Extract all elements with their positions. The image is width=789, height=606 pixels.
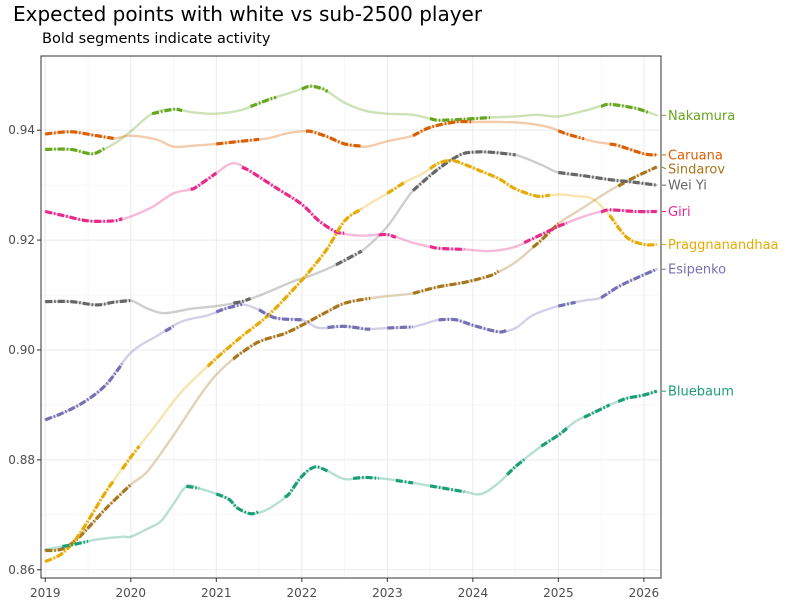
active-segment-giri <box>523 221 568 245</box>
active-segment-praggnanandhaa <box>608 214 657 247</box>
active-segment-nakamura <box>151 107 183 116</box>
series-line-giri <box>44 161 658 253</box>
active-segment-praggnanandhaa <box>429 158 551 199</box>
active-segment-praggnanandhaa <box>386 181 406 195</box>
series-label-caruana: Caruana <box>668 148 723 163</box>
y-tick-label: 0.92 <box>8 233 35 247</box>
active-segment-giri <box>600 208 657 214</box>
active-segment-bluebaum <box>395 478 414 485</box>
active-segment-praggnanandhaa <box>44 479 115 563</box>
active-segment-bluebaum <box>62 539 89 549</box>
active-segment-esipenko <box>44 362 124 422</box>
active-segment-caruana <box>216 137 260 146</box>
active-segment-caruana <box>609 142 657 157</box>
x-tick-label: 2024 <box>458 586 489 600</box>
active-segment-wei-yi <box>233 296 252 305</box>
series-label-bluebaum: Bluebaum <box>668 385 734 400</box>
plot-border <box>40 55 662 579</box>
series-line-wei-yi <box>44 150 658 315</box>
series-line-bluebaum <box>44 389 658 551</box>
x-tick-label: 2020 <box>116 586 147 600</box>
active-segment-esipenko <box>600 267 658 300</box>
active-segment-wei-yi <box>335 249 363 267</box>
series-label-praggnanandhaa: Praggnanandhaa <box>668 238 779 253</box>
active-segment-giri <box>429 244 465 252</box>
active-segment-giri <box>378 232 397 239</box>
active-segment-esipenko <box>215 302 243 314</box>
active-segment-bluebaum <box>186 484 200 491</box>
active-segment-nakamura <box>429 115 491 122</box>
active-segment-bluebaum <box>215 492 260 516</box>
x-tick-label: 2025 <box>543 586 574 600</box>
y-tick-label: 0.88 <box>8 453 35 467</box>
series-label-nakamura: Nakamura <box>668 109 735 124</box>
active-segment-bluebaum <box>540 427 568 448</box>
active-segment-caruana <box>412 119 473 138</box>
active-segment-esipenko <box>327 324 371 331</box>
series-lines <box>44 84 658 563</box>
series-label-giri: Giri <box>668 205 691 220</box>
y-tick-label: 0.90 <box>8 343 35 357</box>
y-tick-label: 0.94 <box>8 123 35 137</box>
series-line-praggnanandhaa <box>44 159 658 563</box>
active-segment-esipenko <box>558 300 576 308</box>
active-segment-esipenko <box>164 324 175 333</box>
active-segment-nakamura <box>249 95 277 109</box>
active-segment-bluebaum <box>505 458 526 476</box>
active-segment-bluebaum <box>583 403 611 419</box>
active-segment-nakamura <box>301 84 329 94</box>
active-segment-caruana <box>305 129 362 148</box>
active-segment-giri <box>44 209 123 223</box>
x-tick-label: 2019 <box>30 586 61 600</box>
chart-subtitle: Bold segments indicate activity <box>42 31 271 47</box>
axis-ticks: 2019 2020 2021 2022 2023 2024 2025 2026 0.86 0.88… <box>8 123 659 600</box>
x-tick-label: 2021 <box>201 586 232 600</box>
active-segment-giri <box>241 165 345 235</box>
active-segment-nakamura <box>45 146 106 156</box>
active-segment-nakamura <box>600 102 649 115</box>
active-segment-sindarov <box>617 165 658 188</box>
active-segment-wei-yi <box>411 150 516 192</box>
x-tick-label: 2026 <box>629 586 660 600</box>
active-segment-caruana <box>557 129 585 141</box>
series-line-esipenko <box>44 268 658 421</box>
active-segment-esipenko <box>258 308 302 322</box>
chart-title: Expected points with white vs sub-2500 p… <box>13 2 483 26</box>
active-segment-sindarov <box>232 296 371 361</box>
active-segment-sindarov <box>531 222 560 249</box>
active-segment-bluebaum <box>429 484 465 494</box>
active-segment-esipenko <box>438 317 508 334</box>
active-segment-bluebaum <box>283 465 329 499</box>
active-segment-bluebaum <box>352 475 379 481</box>
grid-lines <box>41 56 661 578</box>
series-label-wei-yi: Wei Yi <box>668 179 707 194</box>
active-segment-giri <box>189 171 218 191</box>
active-segment-praggnanandhaa <box>120 445 141 470</box>
series-line-nakamura <box>44 84 658 156</box>
active-segment-praggnanandhaa <box>206 207 363 368</box>
active-segment-esipenko <box>387 325 414 330</box>
series-label-leader-sindarov <box>661 166 667 170</box>
series-label-sindarov: Sindarov <box>668 162 725 177</box>
y-tick-label: 0.86 <box>8 563 35 577</box>
active-segment-sindarov <box>412 269 500 295</box>
series-label-esipenko: Esipenko <box>668 263 726 278</box>
x-tick-label: 2023 <box>372 586 403 600</box>
active-segment-caruana <box>45 130 114 140</box>
active-segment-wei-yi <box>45 298 131 307</box>
active-segment-wei-yi <box>558 170 657 187</box>
active-segment-bluebaum <box>617 389 658 404</box>
x-tick-label: 2022 <box>287 586 318 600</box>
